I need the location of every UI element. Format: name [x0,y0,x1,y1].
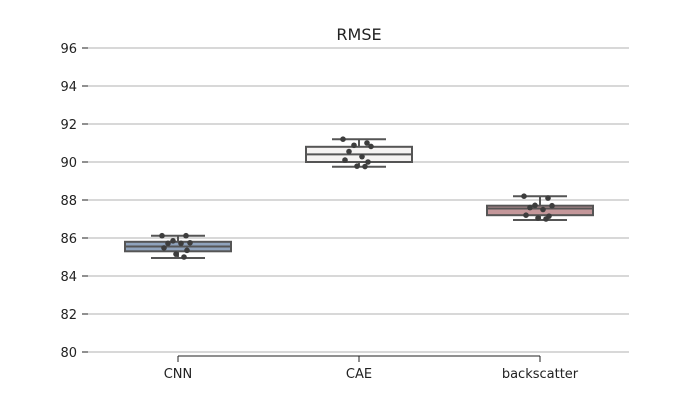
data-point [342,157,348,163]
data-point [527,204,533,211]
x-axis: CNN CAE backscatter [164,355,579,382]
x-tick-label: CNN [164,367,193,382]
y-tick-label: 80 [60,346,77,361]
y-tick-label: 94 [60,80,77,95]
y-tick-label: 82 [60,308,77,323]
box-plots [124,136,594,260]
data-point [540,206,546,213]
data-point [359,153,365,160]
data-point [181,254,187,260]
y-tick-label: 90 [60,156,77,171]
x-tick-label: CAE [346,367,372,382]
data-point [365,159,371,165]
data-point [535,215,541,221]
y-axis-ticks: 80 82 84 86 88 90 92 94 96 [60,42,88,361]
chart-title: RMSE [336,25,381,44]
data-point [159,232,165,239]
data-point [354,163,360,169]
data-point [545,195,551,201]
y-tick-label: 92 [60,118,77,133]
data-point [351,142,357,149]
box-CAE [305,136,413,170]
data-point [187,239,193,246]
data-point [161,245,167,251]
y-tick-label: 96 [60,42,77,57]
data-point [346,148,352,155]
y-tick-label: 84 [60,270,77,285]
y-tick-label: 86 [60,232,77,247]
data-point [549,202,555,209]
iqr-box [486,204,594,217]
data-point [521,193,527,199]
data-point [165,240,171,247]
data-point [178,240,184,247]
data-point [362,163,368,170]
data-point [183,232,189,239]
data-point [532,202,538,209]
data-point [340,136,346,142]
data-point [368,143,374,150]
data-point [523,212,529,218]
data-point [543,216,549,222]
data-point [184,247,190,254]
box-backscatter [486,193,594,222]
data-point [173,251,179,257]
data-point [170,238,176,244]
box-CNN [124,232,232,260]
y-tick-label: 88 [60,194,77,209]
x-tick-label: backscatter [502,367,579,382]
data-point [364,140,370,146]
